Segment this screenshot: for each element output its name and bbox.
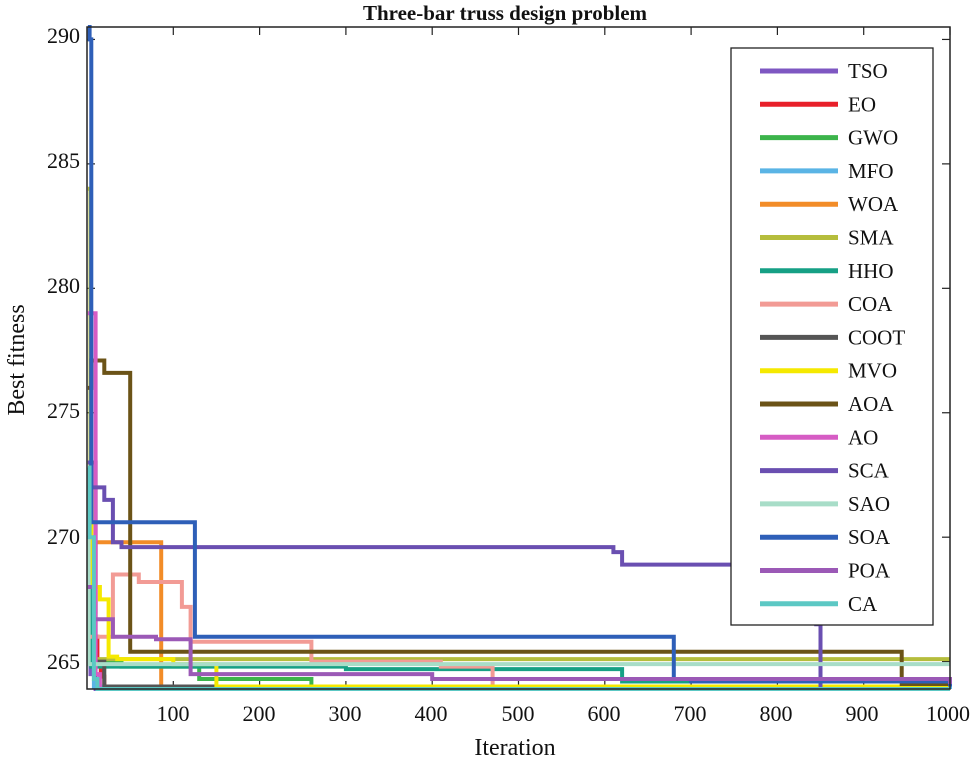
legend-label-mvo: MVO [848,359,897,383]
x-tick-label: 400 [415,701,448,726]
legend-label-gwo: GWO [848,126,898,150]
y-axis-label: Best fitness [4,304,30,415]
legend-label-soa: SOA [848,525,891,549]
series-line-ca [87,465,950,691]
plot-frame [86,26,951,690]
y-tick-label: 285 [47,148,80,173]
x-tick-label: 700 [674,701,707,726]
x-tick-label: 1000 [926,701,970,726]
x-tick-label: 500 [502,701,535,726]
x-tick-label: 300 [329,701,362,726]
series-line-soa [87,25,952,687]
legend: TSO EO GWO MFO WOA SMA HHO COA COOT MVO AOA AO SCA SA… [730,47,934,626]
legend-label-sma: SMA [848,226,894,250]
y-tick-label: 270 [47,524,80,549]
legend-label-sao: SAO [848,492,890,516]
x-tick-label: 200 [243,701,276,726]
legend-label-eo: EO [848,92,876,116]
y-tick-label: 275 [47,398,80,423]
x-tick-label: 800 [760,701,793,726]
series-line-coa [87,572,950,689]
legend-label-mfo: MFO [848,159,894,183]
x-tick-label: 600 [588,701,621,726]
y-axis-ticks: 265 270 275 280 285 290 [47,23,80,674]
legend-label-sca: SCA [848,459,890,483]
legend-label-aoa: AOA [848,392,894,416]
y-tick-label: 290 [47,23,80,48]
legend-label-coot: COOT [848,325,905,349]
x-tick-label: 100 [157,701,190,726]
chart-title: Three-bar truss design problem [363,1,648,25]
x-tick-label: 900 [846,701,879,726]
legend-label-coa: COA [848,292,893,316]
y-tick-label: 265 [47,649,80,674]
x-axis-label: Iteration [474,735,555,761]
y-tick-label: 280 [47,273,80,298]
legend-label-ca: CA [848,592,878,616]
legend-label-poa: POA [848,559,891,583]
x-axis-ticks: 100 200 300 400 500 600 700 800 900 1000 [157,701,971,726]
legend-label-hho: HHO [848,259,894,283]
legend-label-tso: TSO [848,59,888,83]
legend-label-ao: AO [848,425,878,449]
legend-label-woa: WOA [848,192,899,216]
